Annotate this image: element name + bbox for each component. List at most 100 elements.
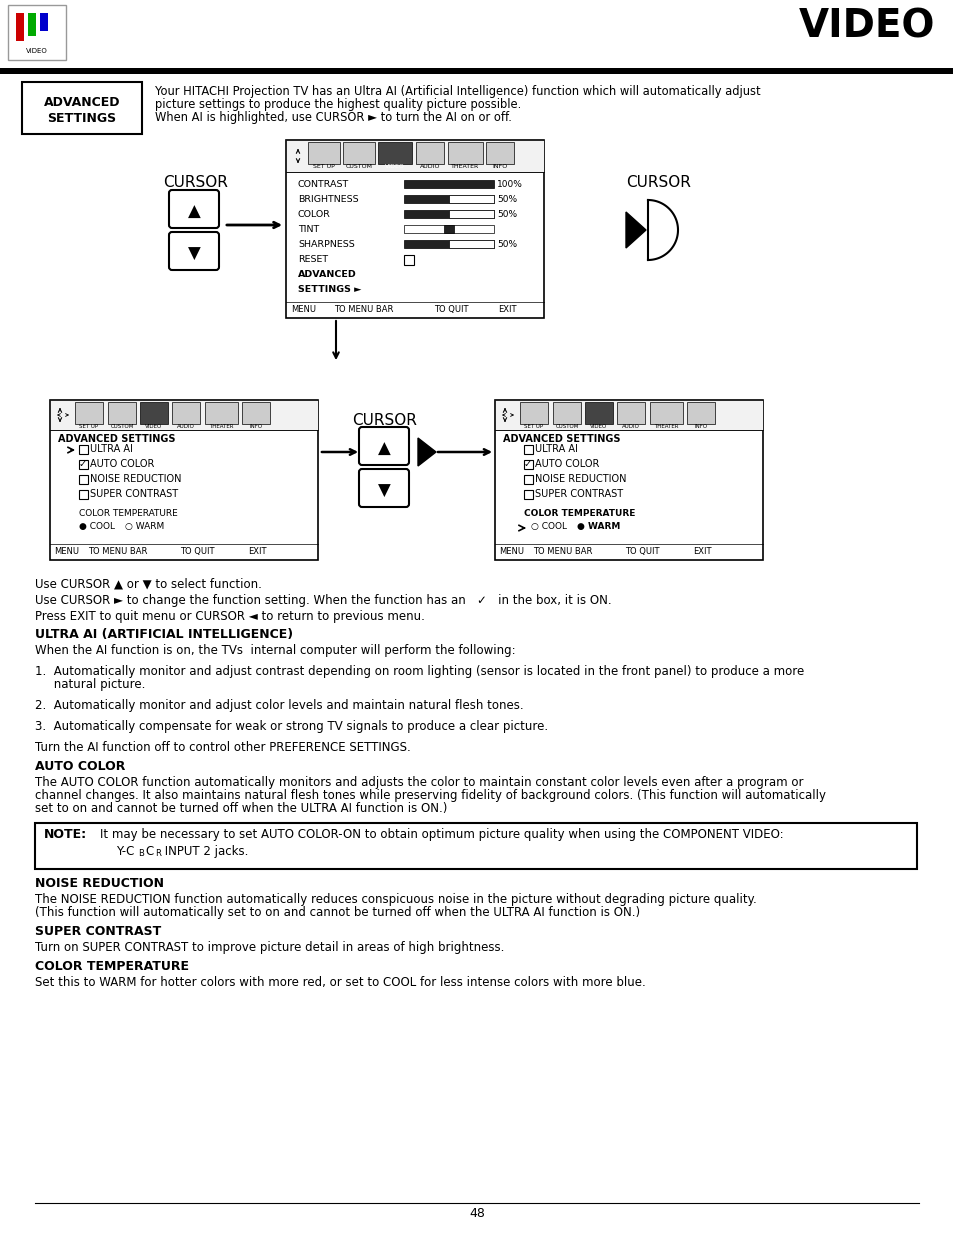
Text: (This function will automatically set to on and cannot be turned off when the UL: (This function will automatically set to… — [35, 906, 639, 919]
Text: 2.  Automatically monitor and adjust color levels and maintain natural flesh ton: 2. Automatically monitor and adjust colo… — [35, 699, 523, 713]
Text: INFO: INFO — [694, 424, 707, 429]
Bar — [523, 445, 533, 454]
Text: ULTRA AI: ULTRA AI — [90, 445, 132, 454]
Text: When the AI function is on, the TVs  internal computer will perform the followin: When the AI function is on, the TVs inte… — [35, 643, 515, 657]
Text: Y-C: Y-C — [116, 845, 134, 858]
Bar — [79, 445, 88, 454]
Text: COLOR TEMPERATURE: COLOR TEMPERATURE — [35, 960, 189, 973]
Bar — [485, 142, 514, 164]
FancyBboxPatch shape — [169, 190, 219, 228]
Bar — [523, 490, 533, 499]
Text: AUTO COLOR: AUTO COLOR — [90, 459, 154, 469]
Text: AUTO COLOR: AUTO COLOR — [35, 760, 125, 773]
Text: CURSOR: CURSOR — [352, 412, 416, 429]
Bar — [403, 240, 494, 248]
Text: VIDEO: VIDEO — [385, 164, 404, 169]
FancyBboxPatch shape — [358, 427, 409, 466]
Text: ADVANCED: ADVANCED — [297, 270, 356, 279]
Text: NOISE REDUCTION: NOISE REDUCTION — [35, 877, 164, 890]
Text: Turn the AI function off to control other PREFERENCE SETTINGS.: Turn the AI function off to control othe… — [35, 741, 411, 755]
Text: The NOISE REDUCTION function automatically reduces conspicuous noise in the pict: The NOISE REDUCTION function automatical… — [35, 893, 756, 906]
Text: picture settings to produce the highest quality picture possible.: picture settings to produce the highest … — [154, 98, 520, 111]
Text: AUDIO: AUDIO — [419, 164, 439, 169]
Text: SET UP: SET UP — [524, 424, 543, 429]
Text: TO MENU BAR: TO MENU BAR — [88, 547, 147, 556]
Text: Your HITACHI Projection TV has an Ultra AI (Artificial Intelligence) function wh: Your HITACHI Projection TV has an Ultra … — [154, 85, 760, 98]
Bar — [449, 195, 494, 203]
Text: ✓: ✓ — [79, 459, 87, 469]
Bar — [519, 403, 547, 424]
Bar — [495, 400, 762, 430]
Text: ● COOL: ● COOL — [79, 522, 115, 531]
Bar — [416, 142, 443, 164]
Text: CURSOR: CURSOR — [163, 175, 228, 190]
Text: EXIT: EXIT — [692, 547, 711, 556]
Text: TO QUIT: TO QUIT — [180, 547, 214, 556]
Text: When AI is highlighted, use CURSOR ► to turn the AI on or off.: When AI is highlighted, use CURSOR ► to … — [154, 111, 512, 124]
Bar — [242, 403, 270, 424]
Bar — [28, 14, 36, 36]
Text: THEATER: THEATER — [209, 424, 233, 429]
Text: SET UP: SET UP — [313, 164, 335, 169]
Text: CUSTOM: CUSTOM — [111, 424, 133, 429]
Text: C: C — [145, 845, 153, 858]
Text: The AUTO COLOR function automatically monitors and adjusts the color to maintain: The AUTO COLOR function automatically mo… — [35, 776, 802, 789]
Bar — [403, 210, 494, 219]
Text: Use CURSOR ▲ or ▼ to select function.: Use CURSOR ▲ or ▼ to select function. — [35, 578, 262, 592]
Text: CURSOR: CURSOR — [625, 175, 690, 190]
Bar — [79, 459, 88, 469]
Bar — [40, 14, 48, 31]
Bar — [403, 254, 414, 266]
Text: RESET: RESET — [297, 254, 328, 264]
Text: AUDIO: AUDIO — [177, 424, 194, 429]
Text: TINT: TINT — [297, 225, 319, 233]
Text: ADVANCED: ADVANCED — [44, 96, 120, 109]
Text: NOISE REDUCTION: NOISE REDUCTION — [535, 474, 626, 484]
Text: VIDEO: VIDEO — [145, 424, 162, 429]
Text: EXIT: EXIT — [497, 305, 516, 314]
Text: channel changes. It also maintains natural flesh tones while preserving fidelity: channel changes. It also maintains natur… — [35, 789, 825, 802]
Text: TO QUIT: TO QUIT — [624, 547, 659, 556]
Text: MENU: MENU — [498, 547, 523, 556]
Text: ○ COOL: ○ COOL — [531, 522, 566, 531]
Text: ADVANCED SETTINGS: ADVANCED SETTINGS — [58, 433, 175, 445]
Bar — [286, 140, 543, 317]
Text: ○ WARM: ○ WARM — [125, 522, 164, 531]
Text: SETTINGS ►: SETTINGS ► — [297, 285, 361, 294]
Text: NOISE REDUCTION: NOISE REDUCTION — [90, 474, 181, 484]
Bar — [403, 225, 494, 233]
Bar — [172, 403, 200, 424]
Text: SUPER CONTRAST: SUPER CONTRAST — [535, 489, 622, 499]
Text: AUTO COLOR: AUTO COLOR — [535, 459, 598, 469]
Text: ▼: ▼ — [188, 245, 200, 263]
Bar — [553, 403, 580, 424]
Bar — [403, 180, 494, 188]
Bar — [617, 403, 644, 424]
Text: It may be necessary to set AUTO COLOR-ON to obtain optimum picture quality when : It may be necessary to set AUTO COLOR-ON… — [100, 827, 782, 841]
Text: VIDEO: VIDEO — [26, 48, 48, 54]
Bar — [377, 142, 412, 164]
Text: TO MENU BAR: TO MENU BAR — [533, 547, 592, 556]
Bar — [523, 459, 533, 469]
Text: INFO: INFO — [492, 164, 507, 169]
Text: 48: 48 — [469, 1207, 484, 1220]
Text: SHARPNESS: SHARPNESS — [297, 240, 355, 249]
Text: 50%: 50% — [497, 210, 517, 219]
Text: VIDEO: VIDEO — [798, 7, 934, 46]
Text: ULTRA AI: ULTRA AI — [535, 445, 578, 454]
Bar — [584, 403, 613, 424]
Text: THEATER: THEATER — [654, 424, 678, 429]
Text: natural picture.: natural picture. — [35, 678, 145, 692]
Text: Set this to WARM for hotter colors with more red, or set to COOL for less intens: Set this to WARM for hotter colors with … — [35, 976, 645, 989]
Text: INPUT 2 jacks.: INPUT 2 jacks. — [161, 845, 248, 858]
Text: Press EXIT to quit menu or CURSOR ◄ to return to previous menu.: Press EXIT to quit menu or CURSOR ◄ to r… — [35, 610, 424, 622]
Bar — [495, 400, 762, 559]
Text: ● WARM: ● WARM — [577, 522, 619, 531]
Bar — [686, 403, 714, 424]
Text: ULTRA AI (ARTIFICIAL INTELLIGENCE): ULTRA AI (ARTIFICIAL INTELLIGENCE) — [35, 629, 293, 641]
Bar — [8, 5, 66, 61]
Text: THEATER: THEATER — [451, 164, 479, 169]
Bar — [449, 210, 494, 219]
Bar — [0, 0, 953, 78]
Text: SUPER CONTRAST: SUPER CONTRAST — [90, 489, 178, 499]
